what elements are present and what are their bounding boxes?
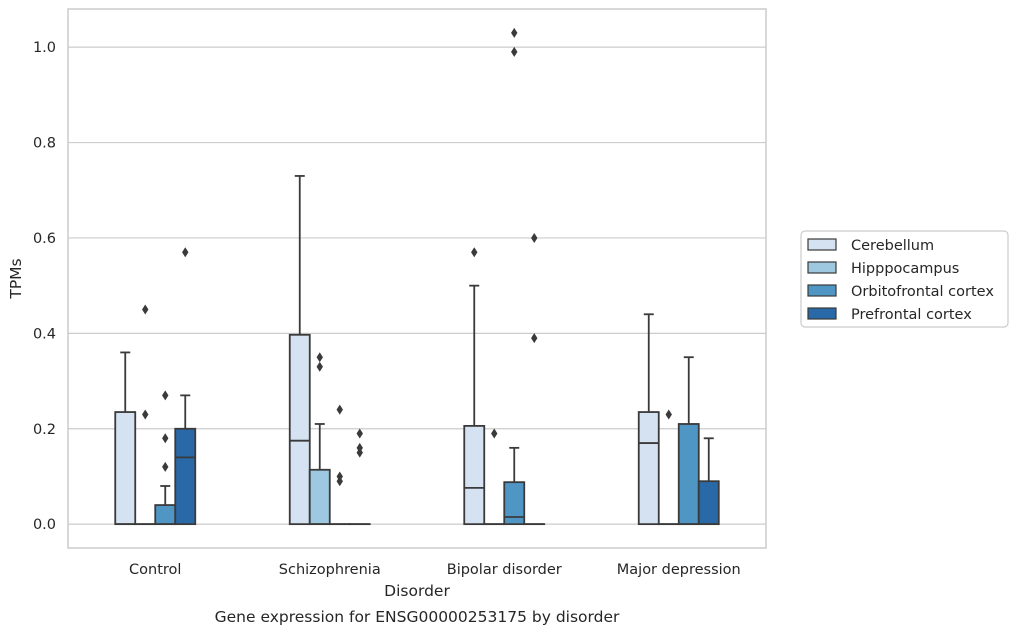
y-axis-ticks: 0.0 0.2 0.4 0.6 0.8 1.0 bbox=[33, 40, 56, 533]
x-tick-label: Major depression bbox=[617, 562, 741, 578]
legend-box bbox=[800, 230, 1009, 328]
outlier-point bbox=[531, 232, 538, 243]
y-tick-label: 0.8 bbox=[33, 136, 56, 152]
y-tick-label: 1.0 bbox=[33, 40, 56, 56]
legend-swatch bbox=[807, 307, 837, 320]
y-tick-label: 0.0 bbox=[33, 517, 56, 533]
outlier-point bbox=[316, 361, 323, 372]
box bbox=[677, 423, 700, 526]
box bbox=[154, 504, 177, 526]
box bbox=[463, 424, 486, 526]
x-tick-label: Schizophrenia bbox=[279, 562, 381, 578]
legend-label: Cerebellum bbox=[851, 238, 934, 254]
grid-lines bbox=[68, 46, 766, 525]
plot-area-frame bbox=[67, 8, 767, 549]
y-tick-label: 0.4 bbox=[33, 326, 56, 342]
legend-label: Orbitofrontal cortex bbox=[851, 284, 994, 300]
box-cerebellum bbox=[114, 351, 137, 526]
box-prefrontal-cortex bbox=[697, 437, 720, 526]
box-orbitofrontal-cortex bbox=[328, 404, 351, 526]
box-hipppocampus bbox=[657, 409, 680, 526]
box bbox=[697, 480, 720, 526]
outlier-point bbox=[336, 471, 343, 482]
y-tick-label: 0.6 bbox=[33, 231, 56, 247]
outlier-point bbox=[162, 461, 169, 472]
outlier-point bbox=[182, 247, 189, 258]
box bbox=[114, 411, 137, 526]
box-cerebellum bbox=[288, 175, 311, 526]
outlier-point bbox=[142, 304, 149, 315]
box bbox=[308, 468, 331, 526]
box-hipppocampus bbox=[308, 352, 331, 526]
outlier-point bbox=[162, 390, 169, 401]
x-axis-ticks: Control Schizophrenia Bipolar disorder Majo… bbox=[129, 562, 741, 578]
outlier-point bbox=[162, 433, 169, 444]
box-cerebellum bbox=[463, 247, 486, 526]
outlier-point bbox=[531, 333, 538, 344]
legend-swatch bbox=[807, 261, 837, 274]
outlier-point bbox=[336, 404, 343, 415]
box bbox=[288, 333, 311, 526]
box-prefrontal-cortex bbox=[523, 232, 546, 526]
legend-swatch bbox=[807, 238, 837, 251]
outlier-point bbox=[491, 428, 498, 439]
box-orbitofrontal-cortex bbox=[677, 356, 700, 526]
box-cerebellum bbox=[637, 313, 660, 526]
legend-label: Prefrontal cortex bbox=[851, 307, 972, 323]
box bbox=[637, 411, 660, 526]
outlier-point bbox=[316, 352, 323, 363]
outlier-point bbox=[356, 428, 363, 439]
box-prefrontal-cortex bbox=[174, 247, 197, 526]
outlier-point bbox=[356, 442, 363, 453]
outlier-point bbox=[511, 46, 518, 57]
box bbox=[503, 481, 526, 526]
box-orbitofrontal-cortex bbox=[154, 390, 177, 526]
legend: Cerebellum Hipppocampus Orbitofrontal cort… bbox=[800, 230, 1009, 328]
y-axis-label: TPMs bbox=[7, 258, 25, 299]
x-tick-label: Control bbox=[129, 562, 181, 578]
box-hipppocampus bbox=[134, 304, 157, 526]
y-tick-label: 0.2 bbox=[33, 422, 56, 438]
outlier-point bbox=[665, 409, 672, 420]
outlier-point bbox=[142, 409, 149, 420]
box-hipppocampus bbox=[483, 428, 506, 526]
outlier-point bbox=[511, 27, 518, 38]
outlier-point bbox=[471, 247, 478, 258]
box-prefrontal-cortex bbox=[348, 428, 371, 526]
box-orbitofrontal-cortex bbox=[503, 27, 526, 526]
legend-swatch bbox=[807, 284, 837, 297]
box-plot-marks bbox=[114, 27, 720, 526]
x-tick-label: Bipolar disorder bbox=[447, 562, 562, 578]
legend-label: Hipppocampus bbox=[851, 261, 959, 277]
x-axis-label: Disorder bbox=[384, 582, 450, 600]
chart-caption: Gene expression for ENSG00000253175 by d… bbox=[215, 608, 620, 626]
box bbox=[174, 427, 197, 526]
